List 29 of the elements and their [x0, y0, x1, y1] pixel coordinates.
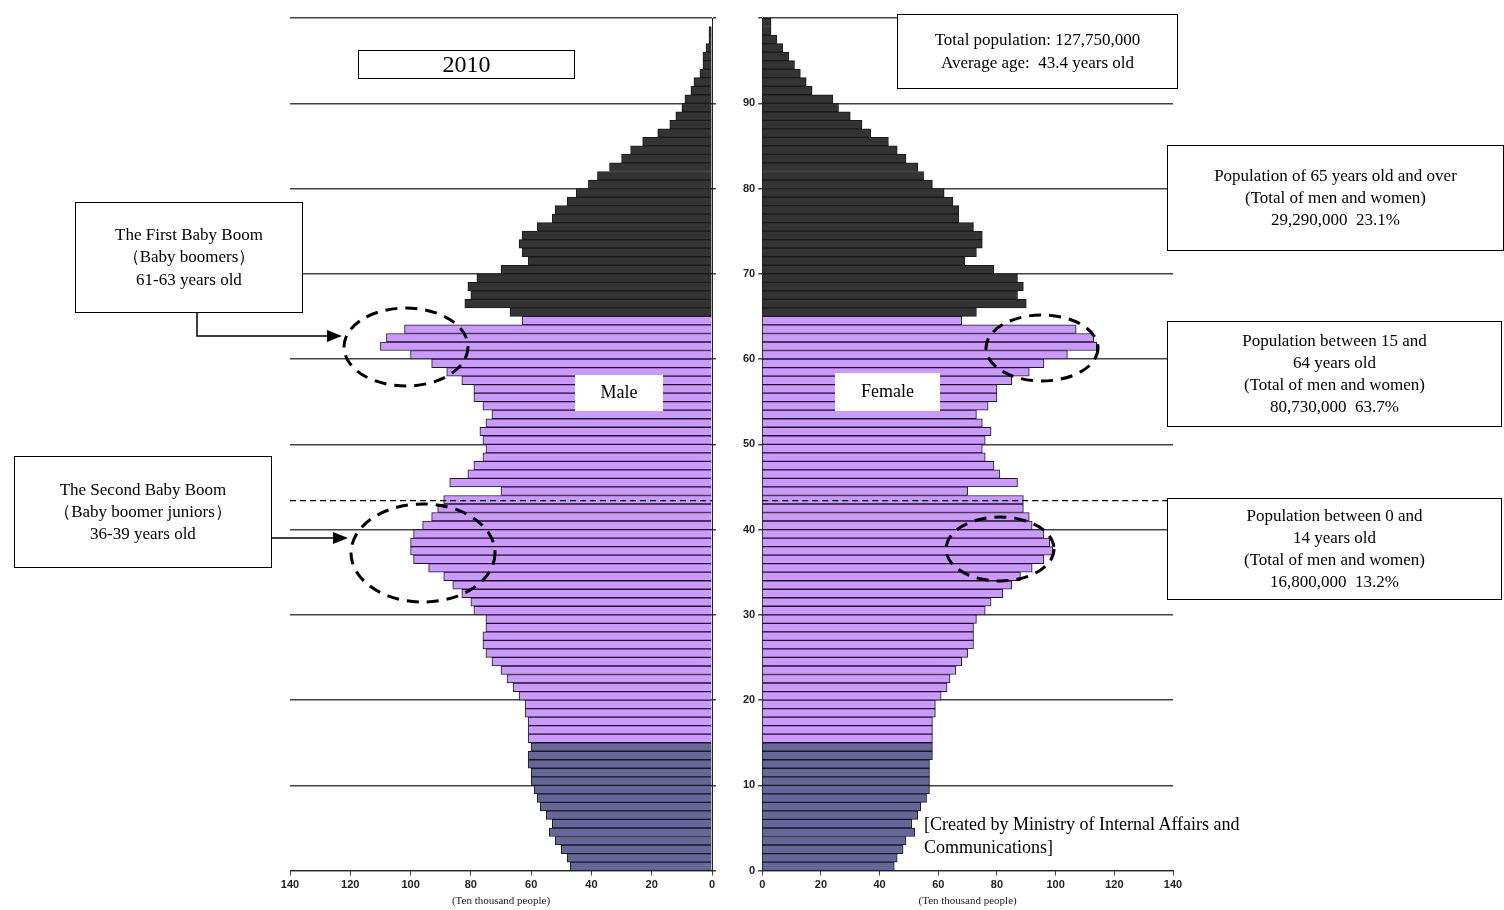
x-tick-label: 140 — [280, 878, 300, 891]
x-tick-label: 60 — [932, 878, 945, 891]
x-tick-label: 140 — [1163, 878, 1183, 891]
x-tick-label: 0 — [759, 878, 766, 891]
x-tick-label: 120 — [341, 878, 360, 891]
x-tick-label: 40 — [585, 878, 598, 891]
x-tick-label: 80 — [990, 878, 1004, 891]
x-tick-label: 80 — [464, 878, 477, 891]
y-tick-label: 50 — [742, 437, 756, 450]
y-tick-label: 30 — [742, 607, 756, 620]
x-tick-label: 120 — [1105, 878, 1124, 891]
y-tick-label: 40 — [742, 522, 756, 535]
x-tick-label: 100 — [1046, 878, 1065, 891]
y-tick-label: 90 — [742, 96, 756, 109]
x-tick-label: 60 — [525, 878, 538, 891]
x-tick-label: 0 — [708, 878, 716, 891]
x-tick-label: 20 — [645, 878, 658, 891]
x-tick-label: 20 — [814, 878, 828, 891]
y-tick-label: 80 — [742, 181, 756, 194]
y-tick-label: 60 — [742, 352, 756, 365]
y-tick-label: 10 — [742, 778, 756, 791]
x-tick-label: 100 — [401, 878, 420, 891]
annotation: [Created by Ministry of Internal Affairs and Communications] — [924, 813, 1241, 859]
y-tick-label: 20 — [742, 693, 756, 706]
x-tick-label: 40 — [873, 878, 886, 891]
y-tick-label: 70 — [742, 266, 756, 279]
x-axis-title: (Ten thousand people) — [451, 894, 551, 908]
y-tick-label: 0 — [749, 863, 756, 876]
x-axis-title: (Ten thousand people) — [918, 894, 1018, 908]
